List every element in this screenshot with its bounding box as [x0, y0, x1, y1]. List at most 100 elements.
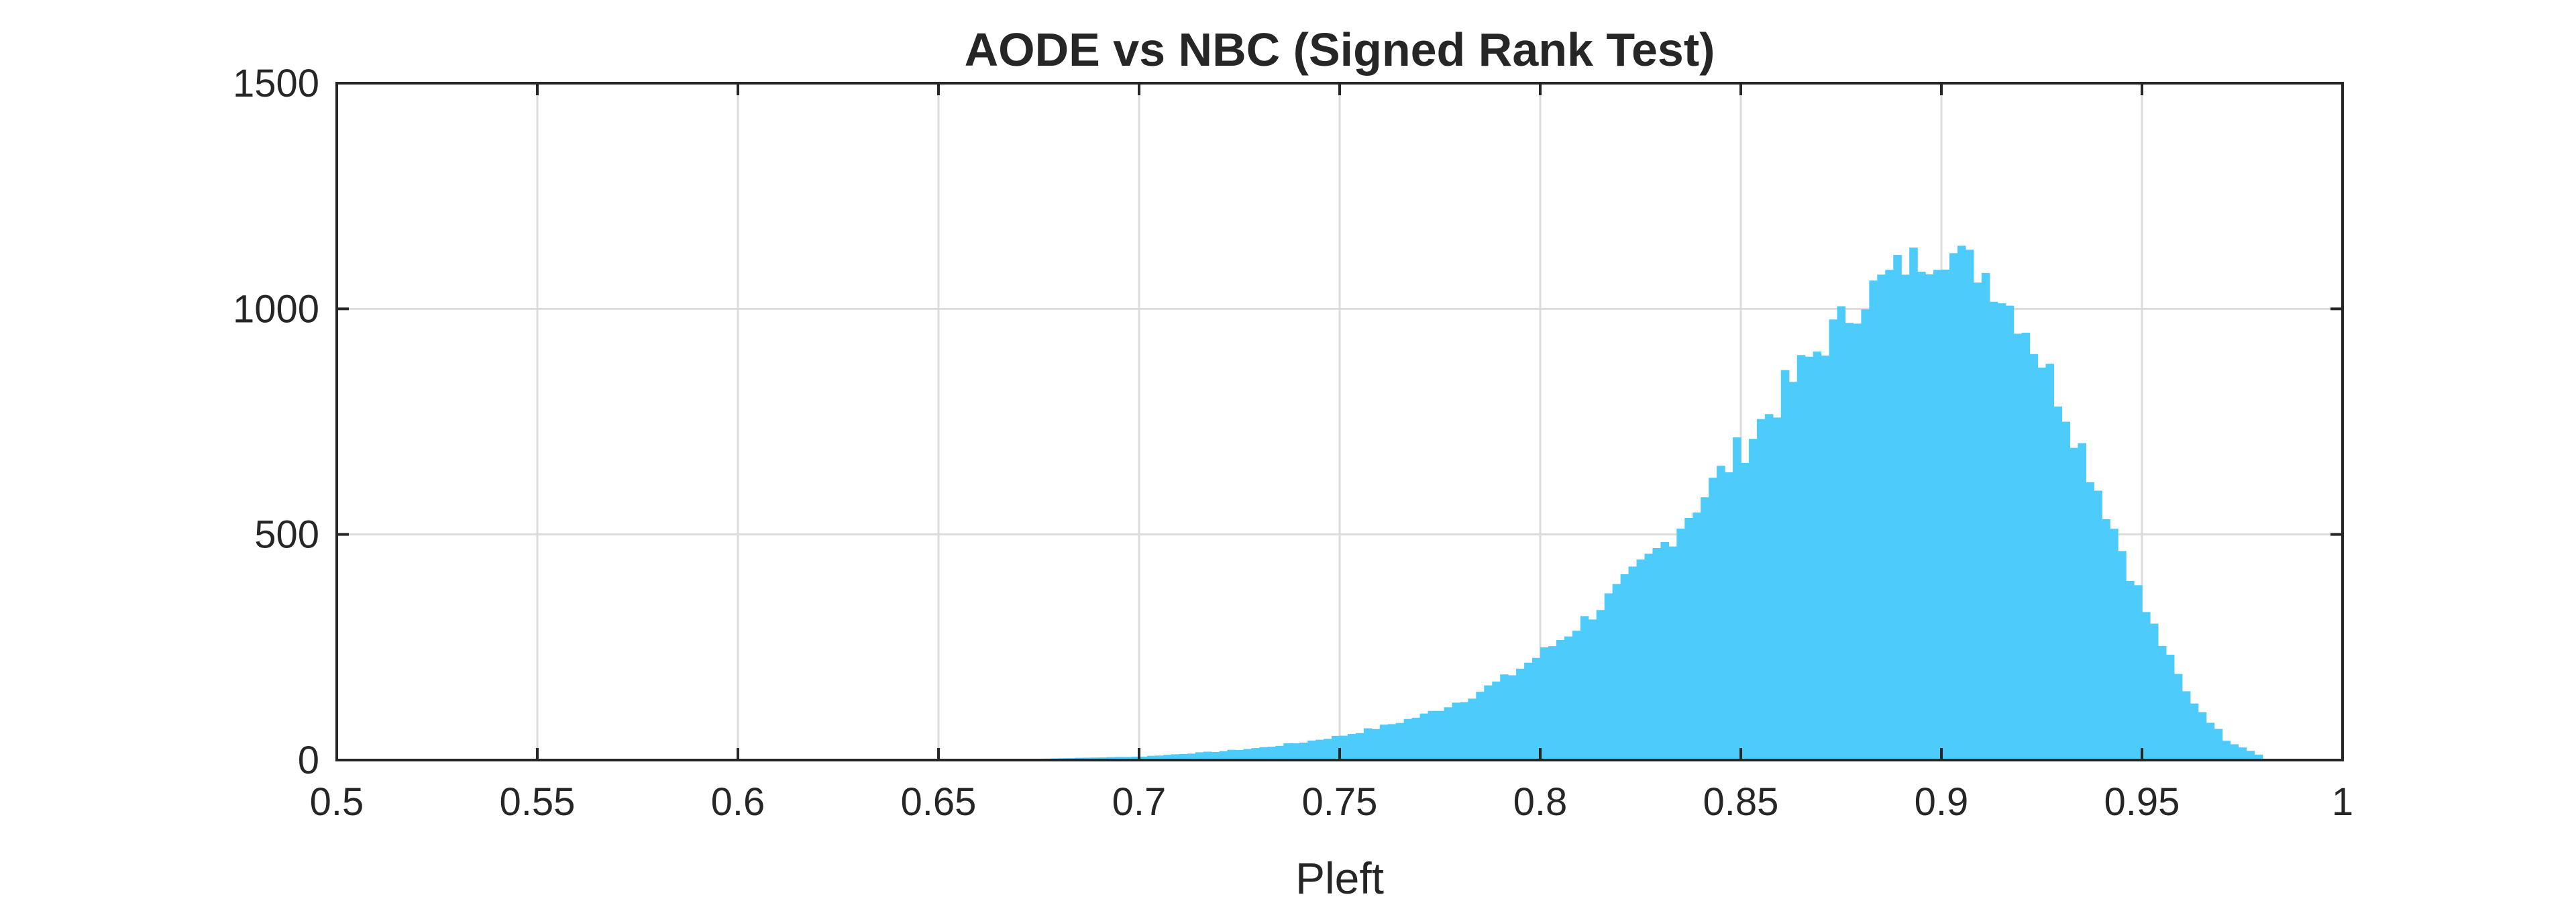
- histogram-bar: [1717, 466, 1725, 760]
- histogram-bar: [1371, 729, 1381, 760]
- histogram-bar: [1179, 753, 1188, 760]
- histogram-bar: [1981, 272, 1990, 760]
- x-tick-label: 0.7: [1112, 780, 1167, 824]
- histogram-bar: [1436, 710, 1445, 760]
- histogram-bar: [2086, 482, 2094, 760]
- histogram-bar: [1813, 352, 1822, 760]
- histogram-bar: [1251, 748, 1260, 760]
- histogram-bar: [1355, 733, 1364, 760]
- histogram-bar: [1941, 269, 1950, 761]
- histogram-bar: [1227, 749, 1236, 760]
- histogram-bar: [2021, 332, 2031, 761]
- histogram-bar: [1660, 542, 1669, 760]
- histogram-bar: [1307, 740, 1316, 760]
- histogram-bar: [1476, 692, 1485, 760]
- histogram-bar: [1869, 280, 1878, 760]
- x-tick-label: 0.6: [711, 780, 765, 824]
- histogram-bar: [1155, 755, 1164, 760]
- histogram-bar: [1211, 751, 1220, 760]
- histogram-bar: [1235, 749, 1244, 760]
- histogram-bar: [1780, 370, 1790, 760]
- histogram-bar: [2053, 407, 2062, 760]
- y-tick-label: 0: [298, 739, 319, 782]
- histogram-bar: [1195, 752, 1204, 760]
- histogram-bar: [1163, 755, 1172, 760]
- histogram-bar: [1468, 698, 1477, 760]
- histogram-bar: [1516, 668, 1525, 760]
- histogram-bar: [1709, 478, 1717, 760]
- histogram-bar: [1764, 414, 1774, 760]
- histogram-bar: [1973, 282, 1982, 760]
- histogram-bar: [1139, 756, 1148, 760]
- histogram-bar: [1548, 646, 1557, 760]
- histogram-bar: [1580, 616, 1589, 760]
- x-axis-label: Pleft: [1295, 853, 1384, 903]
- histogram-bar: [2005, 305, 2015, 760]
- histogram-bar: [1203, 751, 1212, 760]
- histogram-bar: [1588, 619, 1597, 760]
- histogram-bar: [1861, 309, 1870, 760]
- histogram-bar: [1893, 255, 1902, 761]
- histogram-bar: [2230, 744, 2239, 760]
- histogram-bar: [1146, 755, 1156, 760]
- histogram-bar: [1741, 462, 1750, 760]
- histogram-bar: [2118, 551, 2127, 760]
- histogram-bar: [1460, 702, 1468, 760]
- x-tick-label: 0.9: [1915, 780, 1969, 824]
- histogram-bar: [2134, 585, 2143, 760]
- histogram-bar: [1693, 512, 1701, 760]
- histogram-bar: [1596, 610, 1605, 760]
- histogram-bar: [1419, 713, 1429, 760]
- histogram-bar: [1925, 274, 1934, 761]
- histogram-bar: [1668, 546, 1677, 760]
- histogram-bars: [1018, 246, 2263, 761]
- histogram-bar: [1909, 248, 1918, 760]
- x-tick-label: 0.65: [901, 780, 977, 824]
- histogram-bar: [1572, 631, 1581, 760]
- histogram-bar: [2198, 712, 2207, 760]
- histogram-bar: [1115, 757, 1124, 760]
- histogram-bar: [1275, 745, 1284, 760]
- histogram-bar: [1411, 717, 1421, 760]
- histogram-bar: [2206, 723, 2215, 760]
- histogram-bar: [1821, 356, 1830, 760]
- histogram-bar: [1243, 749, 1252, 760]
- histogram-bar: [1933, 270, 1942, 760]
- histogram-bar: [1484, 685, 1493, 760]
- histogram-bar: [1387, 724, 1397, 760]
- x-tick-label: 1: [2332, 780, 2353, 824]
- histogram-bar: [1299, 742, 1308, 760]
- histogram-bar: [1395, 723, 1405, 760]
- histogram-bar: [1123, 757, 1132, 760]
- histogram-bar: [1131, 756, 1140, 760]
- histogram-bar: [1340, 735, 1348, 760]
- histogram-bar: [1363, 728, 1373, 760]
- histogram-bar: [2037, 368, 2047, 760]
- histogram-bar: [1564, 636, 1573, 760]
- histogram-bar: [1949, 253, 1958, 761]
- histogram-bar: [2126, 580, 2135, 760]
- histogram-bar: [2214, 729, 2223, 760]
- histogram-bar: [1219, 751, 1228, 760]
- histogram-bar: [1676, 528, 1685, 760]
- histogram-bar: [1772, 417, 1782, 760]
- histogram-bar: [2149, 623, 2159, 760]
- histogram-bar: [1291, 743, 1300, 760]
- histogram-bar: [2110, 529, 2118, 760]
- y-tick-label: 1000: [233, 287, 319, 331]
- histogram-bar: [2094, 490, 2102, 760]
- histogram-bar: [1957, 246, 1966, 761]
- histogram-bar: [1829, 319, 1838, 761]
- histogram-bar: [2190, 703, 2199, 760]
- histogram-bar: [1492, 681, 1501, 760]
- histogram-bar: [1853, 323, 1862, 760]
- histogram-bar: [1347, 734, 1356, 760]
- histogram-bar: [1788, 382, 1798, 760]
- histogram-bar: [2142, 612, 2151, 760]
- histogram-bar: [1171, 754, 1180, 760]
- histogram-bar: [1556, 640, 1565, 760]
- histogram-bar: [1796, 355, 1806, 760]
- x-tick-label: 0.55: [500, 780, 576, 824]
- histogram-bar: [1989, 301, 1998, 760]
